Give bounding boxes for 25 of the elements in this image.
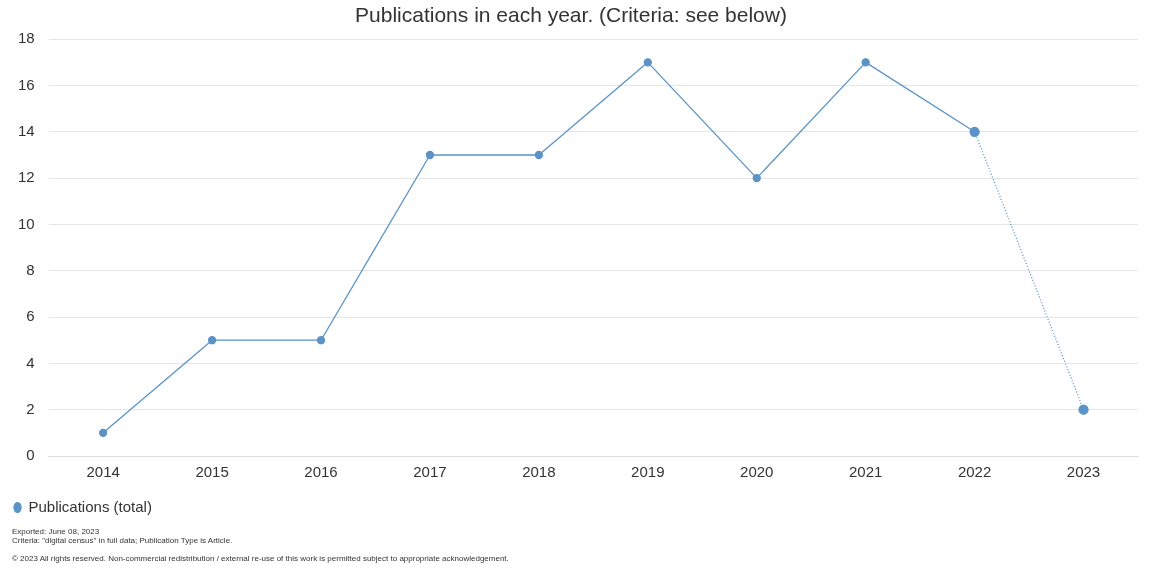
y-tick-label: 12 bbox=[18, 168, 35, 186]
y-tick-label: 6 bbox=[26, 307, 35, 325]
x-tick-label: 2017 bbox=[413, 463, 447, 481]
y-tick-label: 8 bbox=[26, 260, 35, 278]
legend-label: Publications (total) bbox=[28, 497, 152, 515]
y-tick-label: 0 bbox=[26, 446, 35, 464]
x-tick-label: 2019 bbox=[631, 463, 665, 481]
y-tick-label: 4 bbox=[26, 353, 35, 371]
x-tick-label: 2015 bbox=[195, 463, 229, 481]
y-tick-label: 10 bbox=[18, 214, 35, 232]
text: Exported: June 08, 2023 bbox=[12, 527, 101, 536]
x-tick-label: 2023 bbox=[1066, 463, 1101, 481]
text: © 2023 All rights reserved. Non-commercial redistribution / external re-use of this work is permitted subject to appropriate acknowledgement. bbox=[12, 554, 510, 563]
text: Criteria: "digital census" in full data; Publication Type is Article. bbox=[12, 536, 234, 545]
x-tick-label: 2022 bbox=[957, 463, 992, 481]
y-tick-label: 16 bbox=[18, 75, 35, 93]
y-tick-label: 18 bbox=[18, 29, 35, 47]
y-tick-label: 2 bbox=[26, 399, 35, 417]
x-tick-label: 2020 bbox=[740, 463, 774, 481]
x-tick-label: 2014 bbox=[86, 463, 120, 481]
x-tick-label: 2016 bbox=[304, 463, 338, 481]
y-tick-label: 14 bbox=[18, 121, 35, 139]
x-tick-label: 2018 bbox=[522, 463, 556, 481]
chart-title: Publications in each year. (Criteria: see below) bbox=[355, 3, 787, 27]
x-tick-label: 2021 bbox=[848, 463, 883, 481]
